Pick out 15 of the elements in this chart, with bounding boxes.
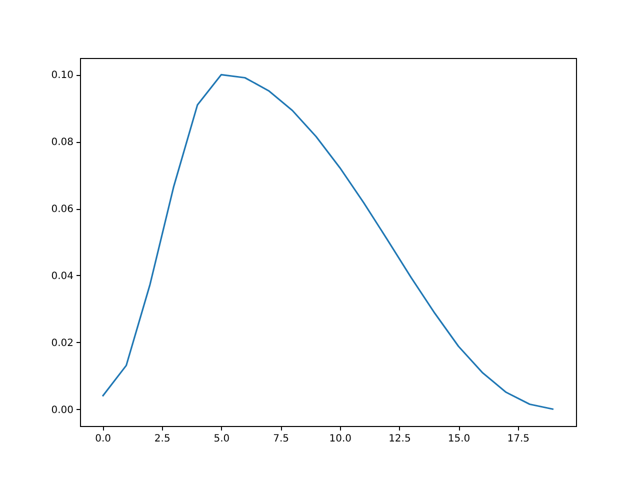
y-tick-label: 0.00 <box>51 404 74 416</box>
y-tick-label: 0.06 <box>51 204 74 216</box>
y-tick-label: 0.02 <box>51 338 74 349</box>
x-tick-label: 2.5 <box>154 434 170 444</box>
y-tick-label: 0.04 <box>51 270 74 282</box>
x-tick-label: 7.5 <box>273 434 289 444</box>
x-tick-label: 0.0 <box>95 434 111 444</box>
line-series <box>102 74 554 410</box>
x-tick-label: 15.0 <box>448 434 470 444</box>
x-tick-label: 10.0 <box>329 434 352 444</box>
x-tick-label: 12.5 <box>388 434 411 444</box>
y-tick-label: 0.10 <box>51 70 74 82</box>
x-tick-label: 5.0 <box>214 434 230 444</box>
y-tick-label: 0.08 <box>51 137 74 148</box>
x-tick-label: 17.5 <box>507 434 530 444</box>
